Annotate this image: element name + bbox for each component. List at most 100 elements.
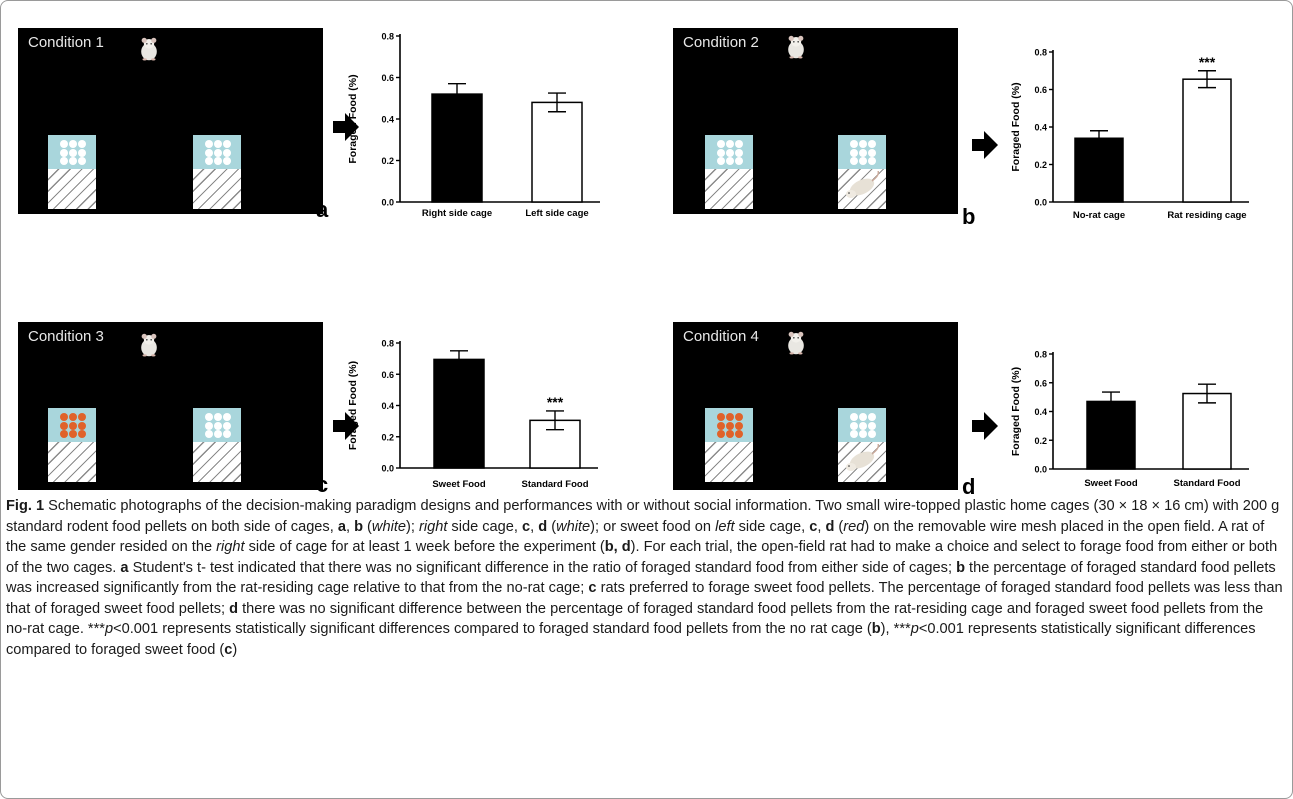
caption-fragment: , [345, 518, 355, 535]
caption-fragment: red [843, 518, 865, 535]
category-label: Sweet Food [1084, 478, 1138, 489]
category-label: Standard Food [521, 479, 588, 490]
food-pellet [735, 421, 743, 430]
food-pellet [78, 421, 86, 430]
caption-fragment: d [538, 518, 548, 535]
caption-fragment: b, d [604, 539, 631, 555]
food-pellet [78, 140, 86, 148]
food-pellet [223, 140, 231, 148]
food-pellet [735, 157, 743, 165]
panel-letter-d: d [962, 474, 976, 499]
caption-fragment: c [588, 580, 597, 596]
bar [531, 101, 583, 203]
food-pellet [726, 157, 734, 165]
food-area [193, 135, 241, 169]
food-pellet [735, 140, 743, 148]
condition-label: Condition 1 [28, 34, 104, 51]
food-pellet [60, 140, 68, 148]
food-pellet [850, 430, 858, 438]
category-label: Right side cage [422, 208, 492, 219]
y-tick-label: 0.6 [1034, 378, 1047, 388]
food-pellet [78, 430, 86, 438]
resident-rat-icon [846, 444, 880, 471]
left-cage [48, 408, 96, 482]
food-pellet [726, 430, 734, 438]
left-cage [48, 135, 96, 209]
rat-icon [141, 333, 157, 357]
food-pellet [223, 148, 231, 157]
food-pellet [223, 421, 231, 430]
wire-mesh [705, 169, 753, 209]
wire-mesh [705, 442, 753, 482]
arrow-right-icon [333, 412, 359, 440]
category-label: No-rat cage [1073, 210, 1125, 221]
wire-mesh [48, 169, 96, 209]
y-tick-label: 0.4 [381, 401, 394, 411]
food-pellet [868, 140, 876, 148]
caption-fragment: c [522, 518, 531, 535]
condition-label: Condition 4 [683, 328, 759, 345]
food-pellet [223, 413, 231, 421]
food-pellet [60, 157, 68, 165]
condition-label: Condition 2 [683, 34, 759, 51]
rat-icon [141, 37, 157, 61]
category-label: Sweet Food [432, 479, 486, 490]
wire-mesh [193, 442, 241, 482]
food-pellet [69, 430, 77, 438]
y-tick-label: 0.6 [381, 370, 394, 380]
caption-fragment: c [809, 518, 818, 535]
caption-fragment: a [337, 518, 346, 535]
y-tick-label: 0.2 [381, 432, 394, 442]
food-pellet [205, 421, 213, 430]
y-tick-label: 0.4 [1034, 407, 1047, 417]
food-pellet [717, 140, 725, 148]
food-pellet [859, 148, 867, 157]
caption-fragment: , [817, 518, 826, 535]
right-cage [193, 408, 241, 482]
significance-label: *** [547, 394, 564, 410]
arrow-right-icon [972, 131, 998, 159]
food-pellet [859, 421, 867, 430]
caption-fragment: <0.001 represents statistically signific… [6, 621, 1256, 658]
caption-fragment: , [530, 518, 539, 535]
caption-text: Schematic photographs of the decision-ma… [6, 498, 1283, 658]
wire-mesh [48, 442, 96, 482]
food-area [48, 135, 96, 169]
caption-fragment: the percentage of foraged standard food … [6, 559, 1276, 597]
food-pellet [205, 413, 213, 421]
figure-caption: Fig. 1 Schematic photographs of the deci… [6, 496, 1284, 660]
food-pellet [214, 140, 222, 148]
food-area [838, 135, 886, 169]
category-label: Left side cage [525, 208, 588, 219]
bar [529, 419, 581, 469]
food-area [705, 135, 753, 169]
food-pellet [223, 157, 231, 165]
food-pellet [868, 421, 876, 430]
caption-fragment: p [910, 621, 919, 637]
food-pellet [868, 157, 876, 165]
caption-fragment: ( [363, 518, 372, 535]
food-pellet [60, 148, 68, 157]
panel-letter-b: b [962, 204, 976, 229]
caption-fragment: there was no significant difference betw… [6, 600, 1264, 638]
caption-fragment: Schematic photographs of the decision-ma… [6, 498, 1280, 535]
bar [431, 93, 483, 203]
food-pellet [717, 430, 725, 438]
bar-chart-a: 0.0 0.2 0.4 0.6 0.8 Foraged Food (%) Right sid… [347, 32, 600, 219]
food-pellet [223, 430, 231, 438]
food-pellet [69, 157, 77, 165]
y-axis-label: Foraged Food (%) [347, 361, 359, 450]
caption-fragment: side cage, [734, 518, 810, 535]
caption-fragment: right [216, 539, 245, 555]
significance-label: *** [1199, 54, 1216, 70]
caption-fragment: b [956, 559, 965, 576]
y-tick-label: 0.4 [1034, 123, 1047, 133]
condition-1-scene: Condition 1 [18, 28, 323, 214]
bar [1182, 78, 1232, 203]
caption-fragment: rats preferred to forage sweet food pell… [6, 580, 1283, 617]
caption-fragment: Student's t- test indicated that there w… [128, 559, 957, 576]
caption-fragment: d [229, 600, 239, 617]
food-pellet [717, 157, 725, 165]
caption-fragment: c [224, 641, 233, 658]
caption-fragment: <0.001 represents statistically signific… [113, 621, 872, 637]
